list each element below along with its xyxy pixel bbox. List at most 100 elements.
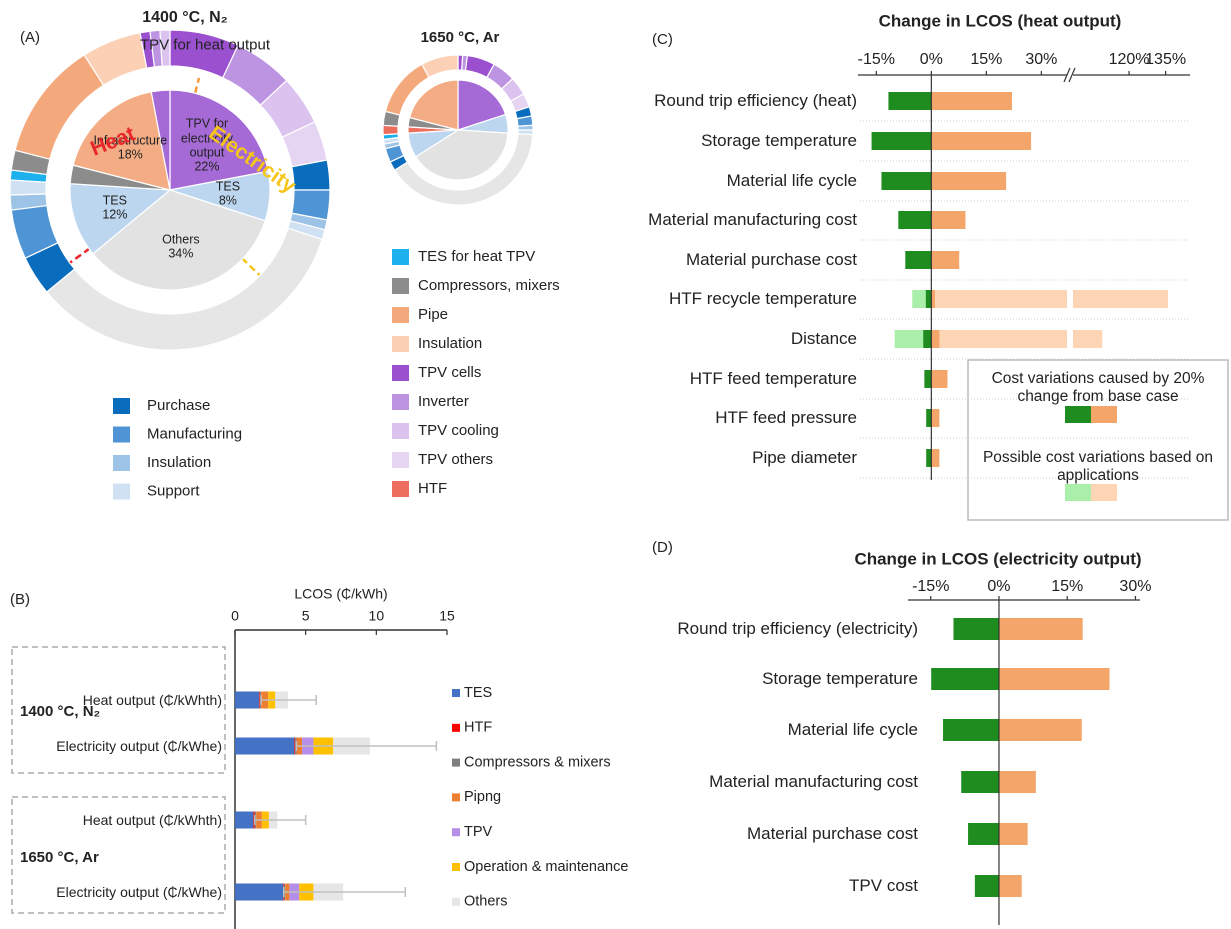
legend-swatch [452,793,460,802]
legend-swatch [392,307,409,323]
legend-swatch [1091,484,1117,501]
bar [926,409,932,427]
y-tick-label: Heat output (₵/kWhth) [82,811,222,828]
y-tick-label: Electricity output (₵/kWhe) [56,883,222,900]
y-tick-label: HTF feed pressure [715,408,857,428]
bar [925,290,932,308]
bar [931,92,1012,110]
pie-slice [92,189,266,291]
legend-swatch [1065,484,1091,501]
bar [998,823,1028,845]
slice-value: 22% [194,159,220,174]
legend-swatch [392,452,409,468]
x-tick-label: 10 [369,608,385,624]
slice-label: TES 12% [76,194,154,223]
bar [998,875,1022,897]
y-tick-label: Distance [790,329,857,349]
panel-label: (C) [652,31,673,48]
y-tick-label: Round trip efficiency (electricity) [677,619,918,639]
slice-category: Others [162,232,200,247]
legend-label: Pipe [418,306,448,323]
bar-segment [294,737,296,755]
legend-swatch [113,483,130,500]
group-box [11,796,226,914]
y-tick-label: Electricity output (₵/kWhe) [56,737,222,754]
legend-swatch [452,689,460,697]
slice-value: 12% [102,207,128,222]
legend-label: Compressors & mixers [464,754,611,770]
bar [931,132,1032,150]
pie-slice [408,79,459,131]
x-tick-label: 15% [1051,578,1083,595]
y-tick-label: Round trip efficiency (heat) [654,91,857,111]
axis-break [1068,67,1076,83]
legend-label: Others [464,894,508,910]
legend-swatch [452,828,460,837]
bar [943,719,999,741]
legend-label: Insulation [147,454,211,471]
y-tick-label: Material life cycle [726,171,857,191]
bar [931,211,966,229]
legend-label: HTF [464,720,492,736]
y-tick-label: Storage temperature [762,669,918,689]
x-tick-label: -15% [858,51,895,68]
legend-label: Operation & maintenance [464,859,628,875]
y-tick-label: Material purchase cost [746,824,918,844]
bar [923,330,932,348]
legend-swatch [452,723,460,732]
legend-label: Cost variations caused by 20% change fro… [991,370,1205,405]
bar [931,370,948,388]
legend-label: TES [464,685,492,701]
y-tick-label: Pipe diameter [752,448,857,468]
legend-label: Inverter [418,393,469,410]
legend-swatch [392,423,409,439]
legend-swatch [392,394,409,410]
bar [931,251,960,269]
error-bar [295,741,438,751]
chart-title: Change in LCOS (heat output) [879,11,1122,30]
bar [931,449,940,467]
ring-segment [382,124,399,136]
legend-swatch [113,455,130,471]
x-tick-label: -15% [912,578,949,595]
bar-segment [235,811,254,829]
slice-label: Infrastructure 18% [91,133,169,162]
bar [998,719,1082,741]
bar-segment [235,737,295,755]
x-tick-label: 120% [1109,51,1150,68]
group-box [11,646,226,774]
bar [998,618,1083,640]
group-label: 1650 °C, Ar [20,849,99,866]
legend-swatch [452,758,460,767]
bar [974,875,999,897]
x-tick-label: 30% [1119,578,1151,595]
y-tick-label: TPV cost [849,876,918,896]
legend-swatch [392,336,409,352]
chart-title: 1400 °C, N₂ [142,9,228,26]
slice-category: TES [102,193,127,208]
error-bar [254,815,307,825]
y-tick-label: Material manufacturing cost [709,772,918,792]
ring-segment [421,54,459,79]
legend-swatch [392,249,409,265]
bar [931,290,935,308]
error-bar [283,887,407,897]
slice-label: Others 34% [142,233,220,262]
slice-value: 8% [218,193,237,208]
error-bar [260,695,318,705]
bar [961,771,999,793]
bar [931,290,1169,308]
legend-label: Pipng [464,789,501,805]
legend-label: Purchase [147,397,210,414]
bar [905,251,932,269]
bar [968,823,999,845]
legend-label: TPV [464,824,493,840]
bar [931,668,999,690]
bar [871,132,932,150]
slice-value: 18% [117,147,143,162]
bar [894,330,932,348]
legend-swatch [1065,406,1091,423]
bar [998,771,1036,793]
bar-segment [235,883,284,901]
